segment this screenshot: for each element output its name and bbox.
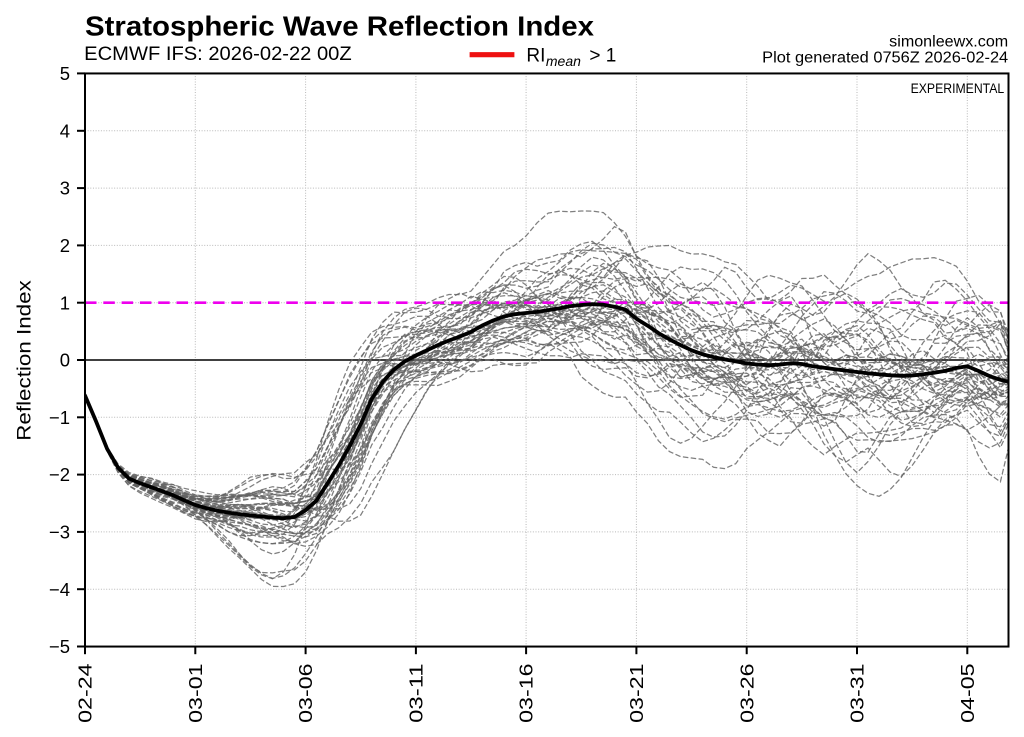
svg-text:Stratospheric Wave Reflection: Stratospheric Wave Reflection Index	[85, 11, 594, 42]
svg-text:03-31: 03-31	[847, 663, 868, 723]
svg-text:2: 2	[60, 235, 70, 256]
svg-text:−4: −4	[49, 579, 70, 600]
svg-text:1: 1	[60, 292, 70, 313]
svg-text:04-05: 04-05	[957, 663, 978, 723]
svg-text:4: 4	[60, 120, 70, 141]
svg-text:03-26: 03-26	[736, 663, 757, 723]
svg-text:ECMWF IFS: 2026-02-22 00Z: ECMWF IFS: 2026-02-22 00Z	[84, 44, 352, 65]
svg-text:5: 5	[60, 63, 70, 84]
svg-text:−3: −3	[49, 522, 70, 543]
svg-text:03-16: 03-16	[516, 663, 537, 723]
svg-text:03-21: 03-21	[626, 663, 647, 723]
svg-text:Reflection Index: Reflection Index	[15, 280, 36, 441]
svg-text:03-11: 03-11	[406, 663, 427, 723]
svg-text:02-24: 02-24	[75, 663, 96, 723]
svg-text:0: 0	[60, 350, 70, 371]
svg-text:03-01: 03-01	[185, 663, 206, 723]
svg-text:−2: −2	[49, 464, 70, 485]
svg-text:−5: −5	[49, 636, 70, 657]
svg-text:3: 3	[60, 178, 70, 199]
svg-text:−1: −1	[49, 407, 70, 428]
svg-text:simonleewx.com: simonleewx.com	[889, 33, 1008, 50]
svg-text:Plot generated 0756Z 2026-02-2: Plot generated 0756Z 2026-02-24	[762, 49, 1008, 66]
svg-text:03-06: 03-06	[295, 663, 316, 723]
svg-text:EXPERIMENTAL: EXPERIMENTAL	[911, 81, 1005, 96]
